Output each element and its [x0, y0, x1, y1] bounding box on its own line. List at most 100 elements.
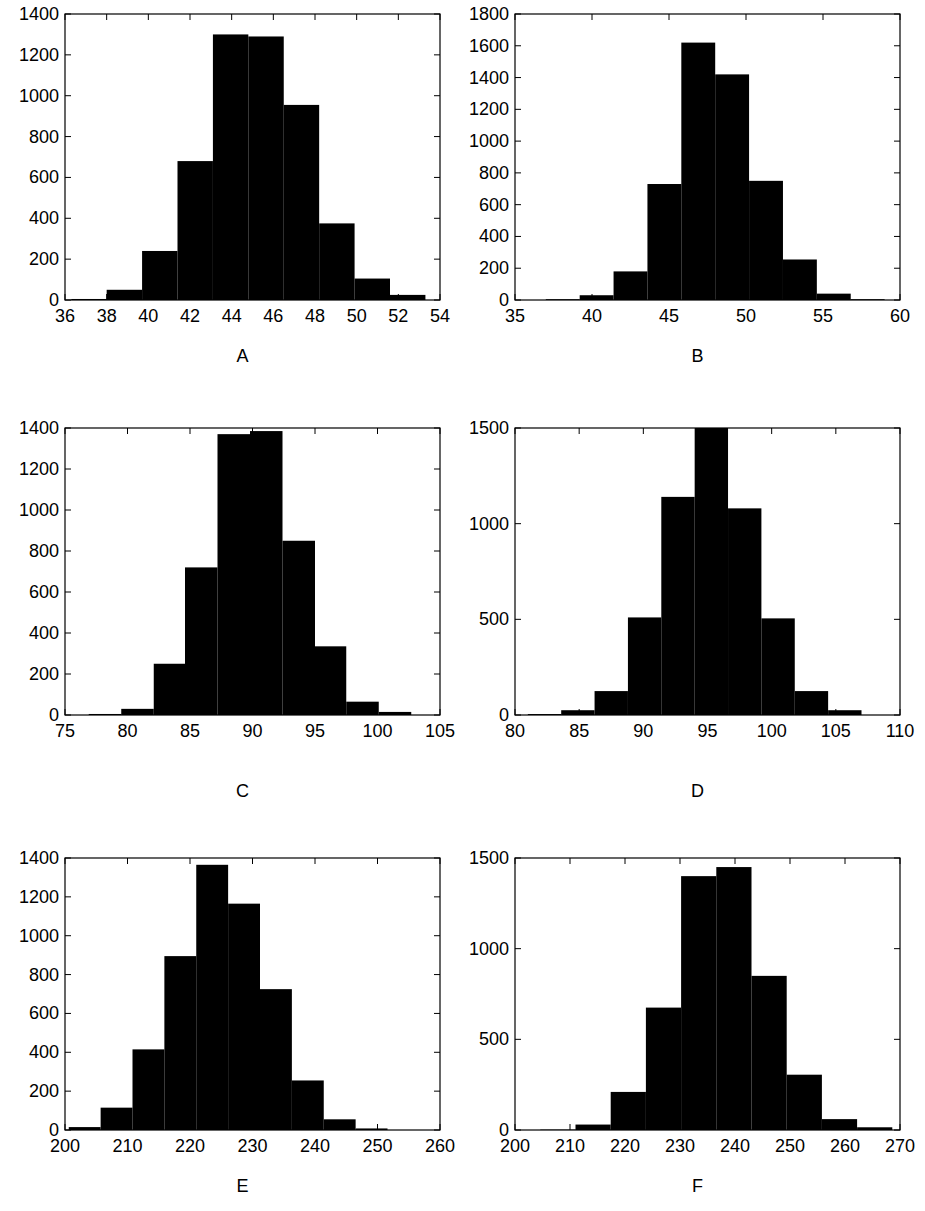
- y-tick: [894, 268, 900, 269]
- frame: [515, 858, 900, 1130]
- bar: [292, 1080, 324, 1130]
- x-tick: [440, 709, 441, 715]
- panel: 7580859095100105020040060080010001200140…: [19, 418, 455, 801]
- x-tick: [735, 858, 736, 864]
- y-tick: [434, 428, 440, 429]
- y-tick: [515, 428, 521, 429]
- x-tick-label: 90: [242, 721, 262, 741]
- y-tick-label: 200: [29, 1081, 59, 1101]
- bar: [164, 956, 196, 1130]
- frame: [65, 858, 440, 1130]
- x-tick: [823, 14, 824, 20]
- y-tick-label: 200: [479, 258, 509, 278]
- bar: [716, 867, 751, 1130]
- y-tick-label: 1000: [19, 926, 59, 946]
- bar: [260, 989, 292, 1130]
- x-tick: [148, 14, 149, 20]
- y-tick-label: 500: [479, 609, 509, 629]
- x-tick: [707, 709, 708, 715]
- y-tick: [65, 1130, 71, 1131]
- bar: [628, 617, 661, 715]
- bar: [761, 618, 794, 715]
- y-tick: [434, 95, 440, 96]
- bar: [795, 691, 828, 715]
- y-tick: [515, 1039, 521, 1040]
- x-tick-label: 220: [175, 1136, 205, 1156]
- x-tick-label: 42: [180, 306, 200, 326]
- bar: [681, 876, 716, 1130]
- y-tick: [894, 300, 900, 301]
- y-tick-label: 500: [479, 1029, 509, 1049]
- x-tick-label: 105: [425, 721, 455, 741]
- y-tick: [434, 1052, 440, 1053]
- x-tick-label: 270: [885, 1136, 915, 1156]
- x-tick-label: 210: [555, 1136, 585, 1156]
- x-tick: [625, 1124, 626, 1130]
- y-tick: [65, 715, 71, 716]
- y-tick: [434, 633, 440, 634]
- bar: [614, 271, 648, 300]
- x-tick-label: 45: [659, 306, 679, 326]
- panel-label: D: [691, 781, 704, 801]
- x-tick-label: 48: [305, 306, 325, 326]
- y-tick-label: 0: [499, 290, 509, 310]
- panel-label: F: [692, 1176, 703, 1196]
- y-tick: [434, 218, 440, 219]
- x-tick: [127, 1124, 128, 1130]
- y-tick-label: 1200: [19, 887, 59, 907]
- y-tick-label: 1000: [469, 514, 509, 534]
- y-tick: [65, 1052, 71, 1053]
- x-tick-label: 55: [813, 306, 833, 326]
- panel-label: B: [691, 346, 703, 366]
- x-tick: [845, 858, 846, 864]
- x-tick: [190, 1124, 191, 1130]
- y-tick: [65, 95, 71, 96]
- bar: [346, 702, 379, 715]
- y-tick: [515, 236, 521, 237]
- x-tick-label: 85: [569, 721, 589, 741]
- bar: [728, 508, 761, 715]
- y-tick-label: 600: [29, 1003, 59, 1023]
- panel: 3540455055600200400600800100012001400160…: [469, 4, 910, 366]
- bar: [228, 904, 260, 1130]
- bar: [196, 865, 228, 1130]
- y-tick: [515, 204, 521, 205]
- y-tick: [434, 54, 440, 55]
- y-tick: [434, 674, 440, 675]
- y-tick: [894, 948, 900, 949]
- bar: [787, 1075, 822, 1130]
- x-tick-label: 50: [736, 306, 756, 326]
- x-tick: [190, 294, 191, 300]
- x-tick: [440, 428, 441, 434]
- x-tick-label: 40: [582, 306, 602, 326]
- panel: 80859095100105110050010001500D: [469, 418, 914, 801]
- y-tick: [515, 715, 521, 716]
- bars: [89, 431, 412, 715]
- bar: [101, 1108, 133, 1130]
- x-tick-label: 60: [890, 306, 910, 326]
- bar: [647, 184, 681, 300]
- x-tick: [190, 14, 191, 20]
- y-tick: [434, 935, 440, 936]
- y-tick-label: 400: [29, 208, 59, 228]
- x-tick: [127, 709, 128, 715]
- y-tick: [515, 619, 521, 620]
- x-tick: [148, 294, 149, 300]
- panel-label: E: [236, 1176, 248, 1196]
- x-tick-label: 250: [775, 1136, 805, 1156]
- bar: [646, 1008, 681, 1130]
- y-tick: [515, 141, 521, 142]
- y-tick: [515, 523, 521, 524]
- x-tick: [356, 294, 357, 300]
- bar: [561, 710, 594, 715]
- panel-label: C: [236, 781, 249, 801]
- y-tick-label: 200: [29, 664, 59, 684]
- y-tick: [434, 300, 440, 301]
- x-tick-label: 260: [425, 1136, 455, 1156]
- bar: [715, 74, 749, 300]
- y-tick: [65, 136, 71, 137]
- x-tick-label: 110: [886, 721, 915, 741]
- y-tick: [515, 268, 521, 269]
- x-tick: [680, 1124, 681, 1130]
- x-tick: [315, 294, 316, 300]
